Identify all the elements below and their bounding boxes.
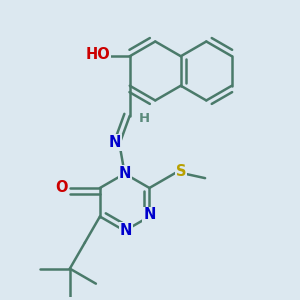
Text: N: N <box>143 207 156 222</box>
Text: S: S <box>176 164 186 179</box>
Text: H: H <box>138 112 149 125</box>
Text: HO: HO <box>85 47 110 62</box>
Text: O: O <box>56 181 68 196</box>
Text: N: N <box>118 166 131 181</box>
Text: N: N <box>109 135 121 150</box>
Text: N: N <box>120 223 132 238</box>
